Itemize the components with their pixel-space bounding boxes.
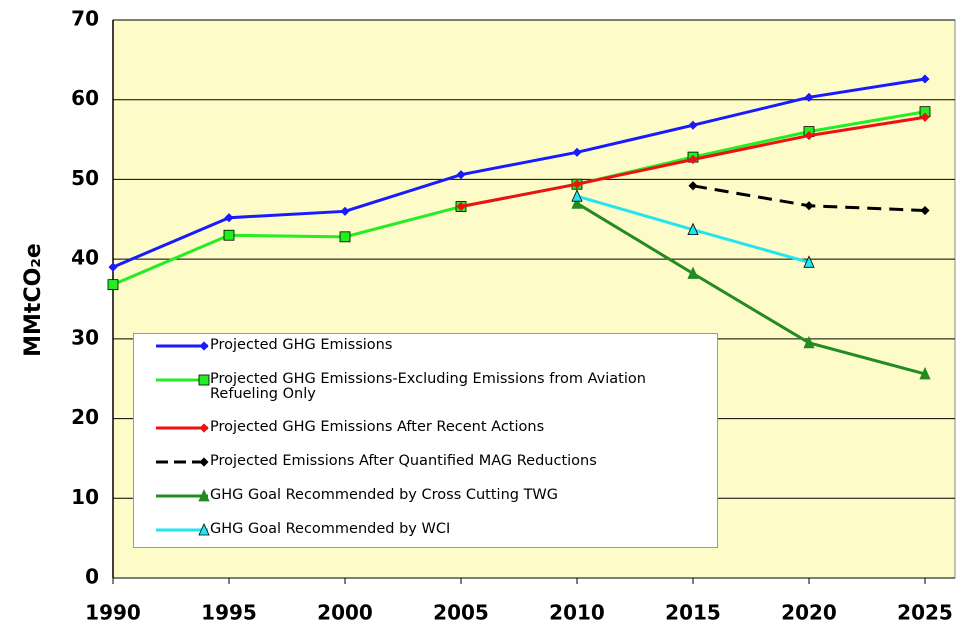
point [199,457,209,467]
y-tick-label: 70 [71,7,99,31]
point [456,201,466,212]
point [920,74,930,84]
legend-swatch [156,523,210,536]
point [456,170,466,180]
point [572,179,582,189]
point [198,374,210,386]
legend-entry: Projected GHG Emissions-Excluding Emissi… [154,372,717,402]
point [687,222,699,236]
point [223,229,235,241]
legend-label: GHG Goal Recommended by Cross Cutting TW… [210,487,558,503]
y-tick-label: 30 [71,325,99,349]
y-axis-label: MMtCO₂e [21,243,46,357]
legend-entry: Projected Emissions After Quantified MAG… [154,454,717,470]
legend-label: GHG Goal Recommended by WCI [210,521,451,537]
legend-swatch [156,341,209,351]
legend-label: Projected GHG Emissions After Recent Act… [210,419,545,435]
x-tick-label: 2015 [665,601,721,625]
point [572,147,582,157]
point [571,196,583,209]
point [198,523,210,536]
legend-swatch [156,457,209,467]
x-tick-label: 2020 [781,601,837,625]
legend-entry: GHG Goal Recommended by Cross Cutting TW… [154,488,717,504]
point [920,112,930,122]
point [804,131,814,141]
point [108,262,118,272]
point [199,423,209,433]
point [688,154,698,165]
point [803,335,815,349]
legend-swatch [156,489,210,502]
x-tick-label: 1990 [85,601,141,625]
point [199,341,209,351]
x-tick-label: 2000 [317,601,373,625]
point [340,206,350,216]
legend-entry: Projected GHG Emissions After Recent Act… [154,420,717,436]
point [803,255,815,268]
legend-swatch [156,374,210,386]
x-tick-label: 2025 [897,601,953,625]
point [571,189,583,202]
legend-entry: Projected GHG Emissions [154,338,717,354]
legend-label: Projected GHG Emissions [210,337,393,353]
point [688,120,698,130]
point [107,279,119,291]
point [919,366,931,380]
y-tick-label: 50 [71,166,99,190]
legend-label: Projected Emissions After Quantified MAG… [210,453,597,469]
x-tick-label: 1995 [201,601,257,625]
point [688,181,698,191]
x-tick-label: 2005 [433,601,489,625]
y-tick-label: 40 [71,246,99,270]
point [804,92,814,102]
legend: Projected GHG Emissions Projected GHG Emi… [133,333,718,548]
y-tick-label: 60 [71,86,99,110]
legend-entry: GHG Goal Recommended by WCI [154,522,717,538]
y-tick-label: 10 [71,485,99,509]
point [198,489,210,502]
x-tick-label: 2010 [549,601,605,625]
point [224,213,234,223]
series-line [112,77,926,269]
y-tick-label: 20 [71,405,99,429]
legend-label: Projected GHG Emissions-Excluding Emissi… [210,371,646,402]
series-line [576,202,926,376]
y-tick-label: 0 [85,565,99,589]
point [920,205,930,216]
point [687,266,699,279]
legend-swatch [156,423,209,433]
point [804,201,814,211]
point [339,231,351,243]
